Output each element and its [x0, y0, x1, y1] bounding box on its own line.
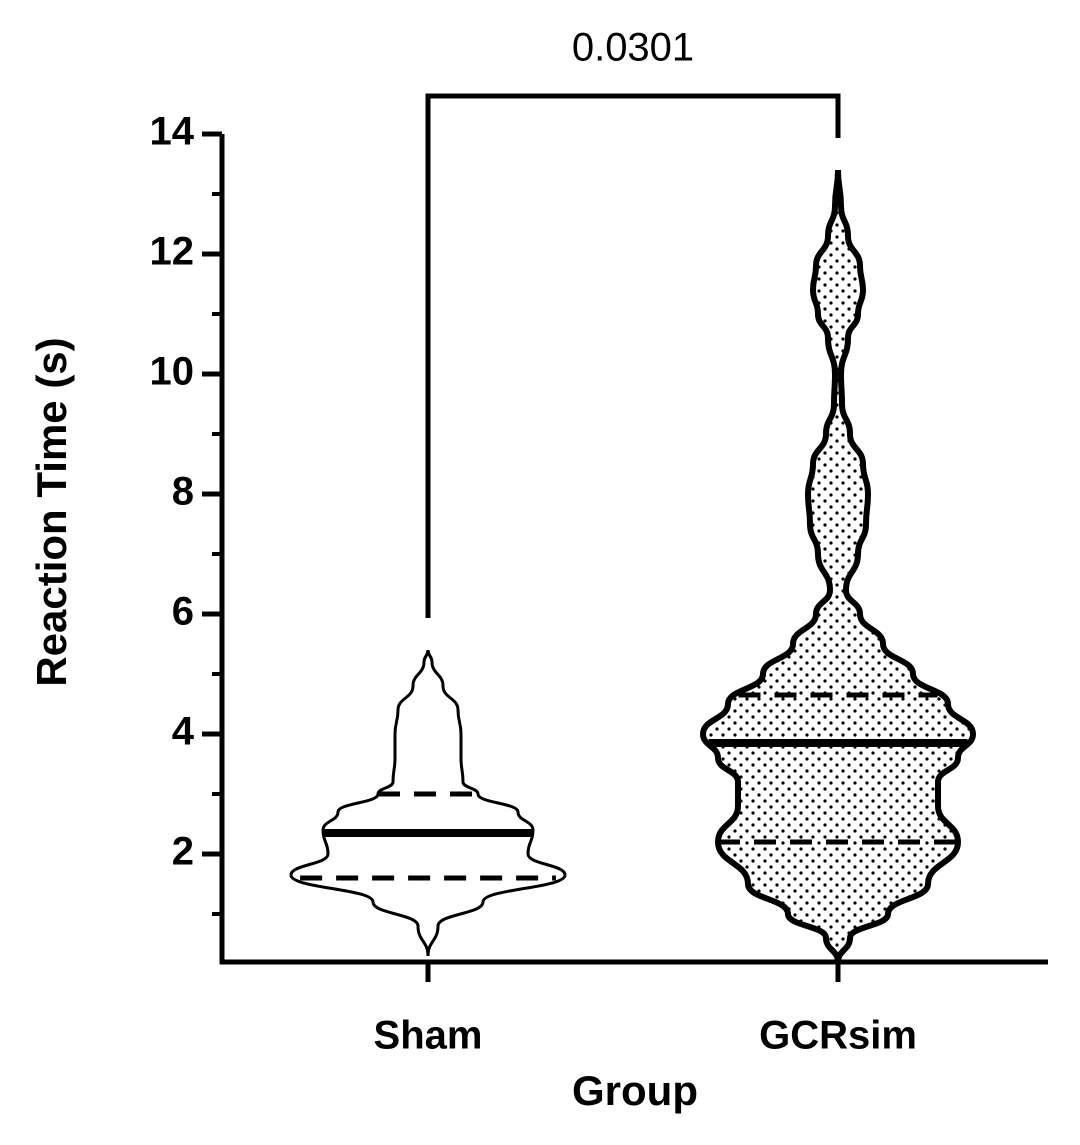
- y-tick-label: 10: [150, 350, 195, 394]
- y-axis-label: Reaction Time (s): [28, 337, 75, 686]
- x-tick-label: Sham: [374, 1014, 483, 1058]
- x-tick-label: GCRsim: [759, 1014, 917, 1058]
- y-tick-label: 14: [150, 110, 195, 154]
- y-tick-label: 2: [172, 830, 194, 874]
- y-tick-label: 12: [150, 230, 195, 274]
- x-axis-label: Group: [572, 1067, 698, 1114]
- p-value: 0.0301: [572, 26, 694, 70]
- significance-bracket: [425, 93, 841, 618]
- y-tick-label: 4: [172, 710, 195, 754]
- violin: [289, 648, 567, 957]
- y-tick-label: 8: [172, 470, 194, 514]
- y-tick-label: 6: [172, 590, 194, 634]
- violin: [699, 169, 977, 963]
